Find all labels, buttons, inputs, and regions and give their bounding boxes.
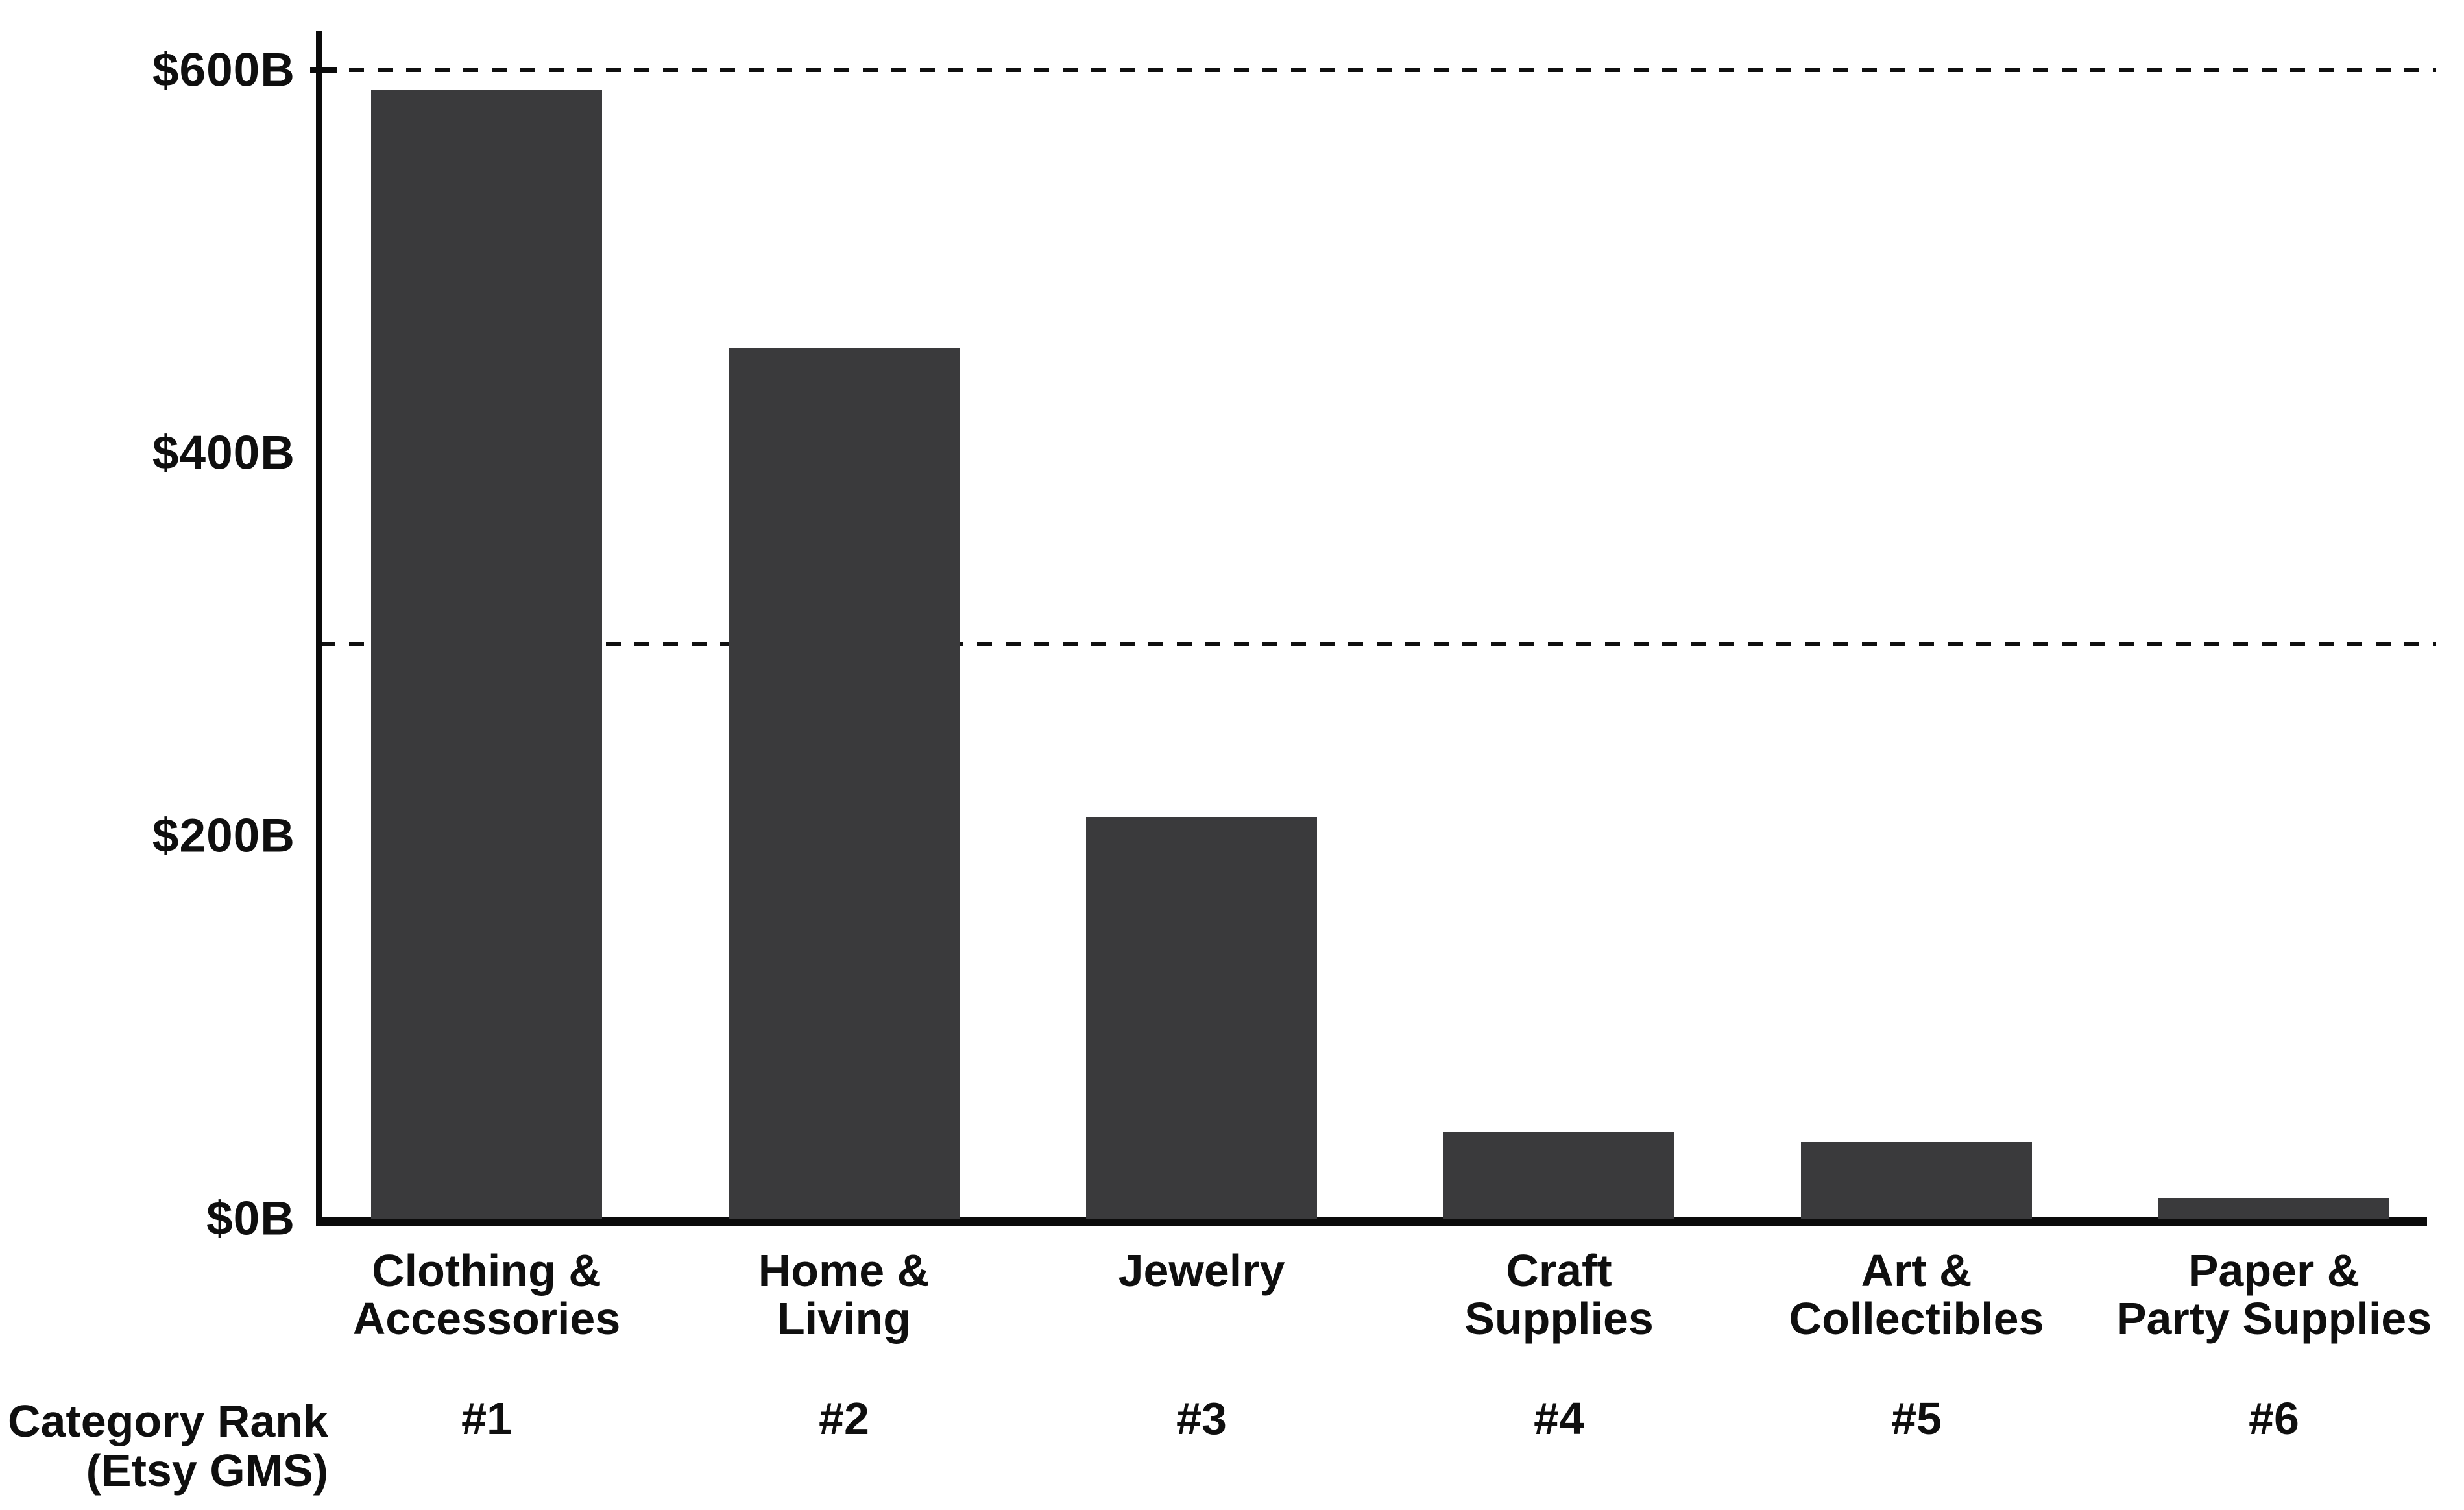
category-label-line: Clothing &	[372, 1245, 601, 1296]
category-label: Clothing & Accessories	[308, 1247, 665, 1343]
category-rank: #2	[819, 1393, 869, 1444]
bar	[2158, 1197, 2389, 1219]
category-label: Home & Living	[666, 1247, 1022, 1343]
category-label: Art & Collectibles	[1738, 1247, 2095, 1343]
y-axis-line	[316, 31, 322, 1226]
y-tick-label: $0B	[206, 1192, 295, 1245]
category-label-line: Accessories	[352, 1293, 621, 1344]
category-label-line: Paper &	[2188, 1245, 2360, 1296]
rank-axis-label-line1: Category Rank	[7, 1396, 328, 1446]
reference-line	[320, 68, 2436, 72]
rank-axis-label-line2: (Etsy GMS)	[86, 1445, 328, 1496]
category-rank: #1	[461, 1393, 512, 1444]
bar	[1443, 1132, 1674, 1219]
category-label: Paper & Party Supplies	[2096, 1247, 2452, 1343]
category-rank: #5	[1891, 1393, 1942, 1444]
y-tick-label: $400B	[152, 426, 295, 480]
category-label-line: Home &	[758, 1245, 930, 1296]
category-rank: #6	[2249, 1393, 2299, 1444]
bar	[1801, 1142, 2032, 1219]
bar	[371, 89, 602, 1219]
bar	[1086, 816, 1317, 1219]
y-tick-label: $600B	[152, 43, 295, 97]
category-label: Jewelry	[1023, 1247, 1380, 1295]
category-label-line: Craft	[1506, 1245, 1612, 1296]
category-label-line: Jewelry	[1118, 1245, 1285, 1296]
category-label: Craft Supplies	[1381, 1247, 1737, 1343]
reference-line	[320, 642, 2436, 646]
y-tick-label: $200B	[152, 809, 295, 862]
rank-axis-label: Category Rank (Etsy GMS)	[0, 1396, 328, 1495]
category-label-line: Collectibles	[1789, 1293, 2044, 1344]
category-label-line: Living	[777, 1293, 912, 1344]
category-rank: #4	[1534, 1393, 1584, 1444]
x-axis-line	[316, 1217, 2427, 1226]
category-label-line: Supplies	[1464, 1293, 1654, 1344]
category-rank: #3	[1176, 1393, 1227, 1444]
category-label-line: Party Supplies	[2116, 1293, 2432, 1344]
y-axis-tick	[310, 67, 337, 73]
category-label-line: Art &	[1861, 1245, 1972, 1296]
bar	[729, 347, 960, 1219]
